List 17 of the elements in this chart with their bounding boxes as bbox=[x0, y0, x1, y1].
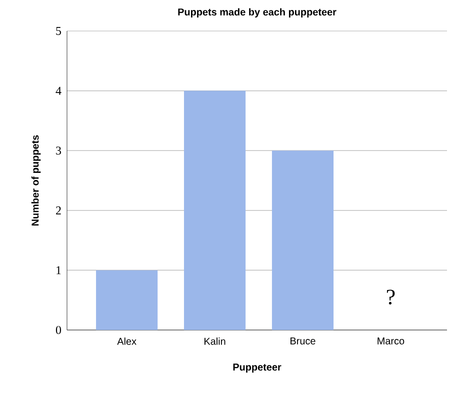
y-tick-label: 0 bbox=[56, 326, 62, 334]
x-tick-label: Bruce bbox=[290, 338, 316, 344]
y-tick-label: 3 bbox=[56, 146, 62, 155]
bar bbox=[184, 90, 246, 330]
x-tick-label: Kalin bbox=[204, 338, 226, 345]
x-tick-label: Marco bbox=[378, 338, 404, 344]
y-tick-label: 2 bbox=[56, 206, 61, 214]
bar bbox=[96, 270, 158, 330]
bar bbox=[272, 150, 334, 330]
x-tick-label: Alex bbox=[117, 338, 136, 345]
x-axis-title: Puppeteer bbox=[233, 364, 282, 373]
y-tick-label: 1 bbox=[56, 266, 61, 274]
y-axis-title: Number of puppets bbox=[31, 135, 41, 226]
y-tick-label: 4 bbox=[56, 86, 62, 95]
annotation: ? bbox=[386, 290, 395, 305]
y-tick-label: 5 bbox=[56, 27, 62, 35]
chart-title: Puppets made by each puppeteer bbox=[178, 8, 336, 18]
